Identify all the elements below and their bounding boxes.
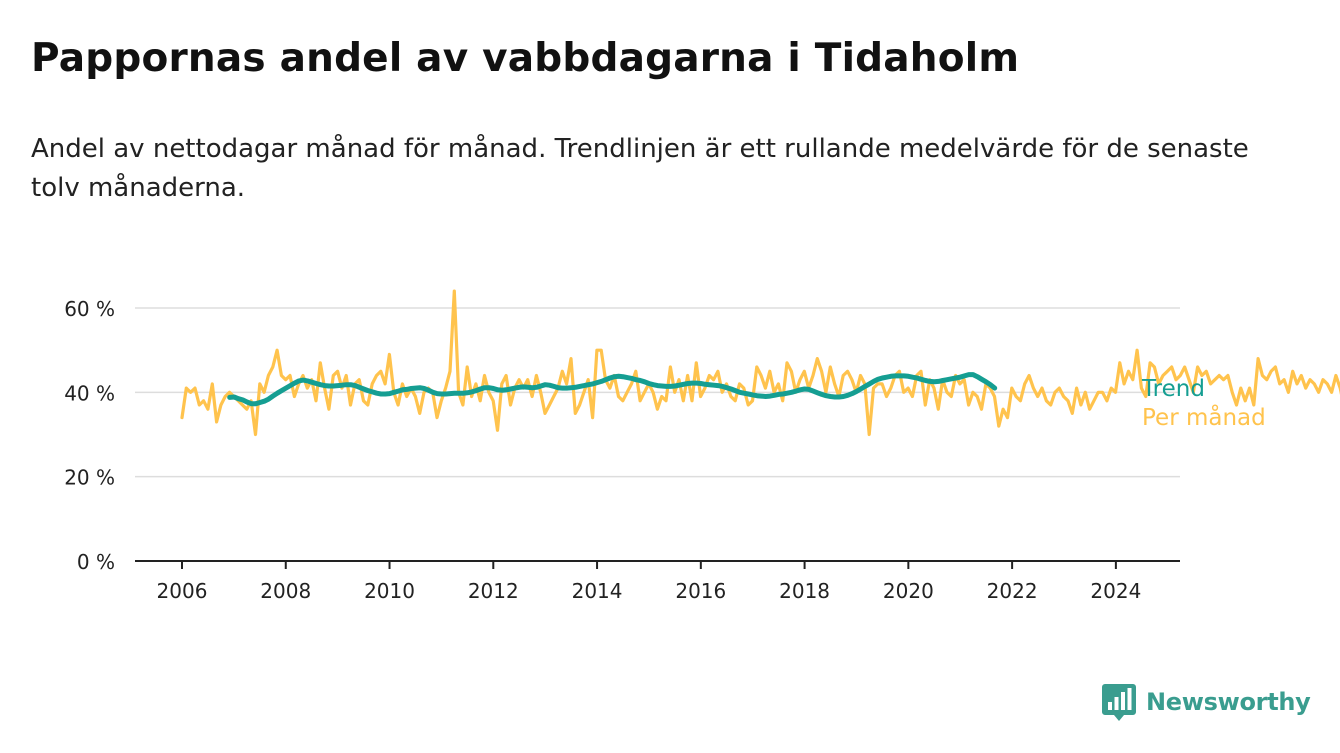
- x-tick-label: 2014: [572, 579, 623, 603]
- x-tick-label: 2012: [468, 579, 519, 603]
- y-tick-label: 0 %: [77, 550, 115, 574]
- x-tick-label: 2022: [987, 579, 1038, 603]
- newsworthy-logo-icon: [1102, 684, 1136, 721]
- series-line-per-manad: [180, 289, 1340, 437]
- x-tick-label: 2008: [260, 579, 311, 603]
- series-label-per-manad: Per månad: [1142, 403, 1266, 431]
- chart-title: Pappornas andel av vabbdagarna i Tidahol…: [31, 36, 1020, 81]
- x-tick-label: 2020: [883, 579, 934, 603]
- series-label-trend: Trend: [1141, 376, 1205, 402]
- brand-logo: Newsworthy: [1102, 682, 1311, 722]
- x-tick-label: 2010: [364, 579, 415, 603]
- y-tick-label: 40 %: [64, 381, 115, 405]
- x-tick-label: 2018: [779, 579, 830, 603]
- x-tick-label: 2016: [675, 579, 726, 603]
- brand-name: Newsworthy: [1146, 688, 1311, 716]
- y-tick-label: 60 %: [64, 297, 115, 321]
- x-tick-label: 2024: [1090, 579, 1141, 603]
- chart-subtitle: Andel av nettodagar månad för månad. Tre…: [31, 134, 1249, 203]
- x-tick-label: 2006: [157, 579, 208, 603]
- y-tick-label: 20 %: [64, 466, 115, 490]
- series-line-trend: [227, 372, 998, 407]
